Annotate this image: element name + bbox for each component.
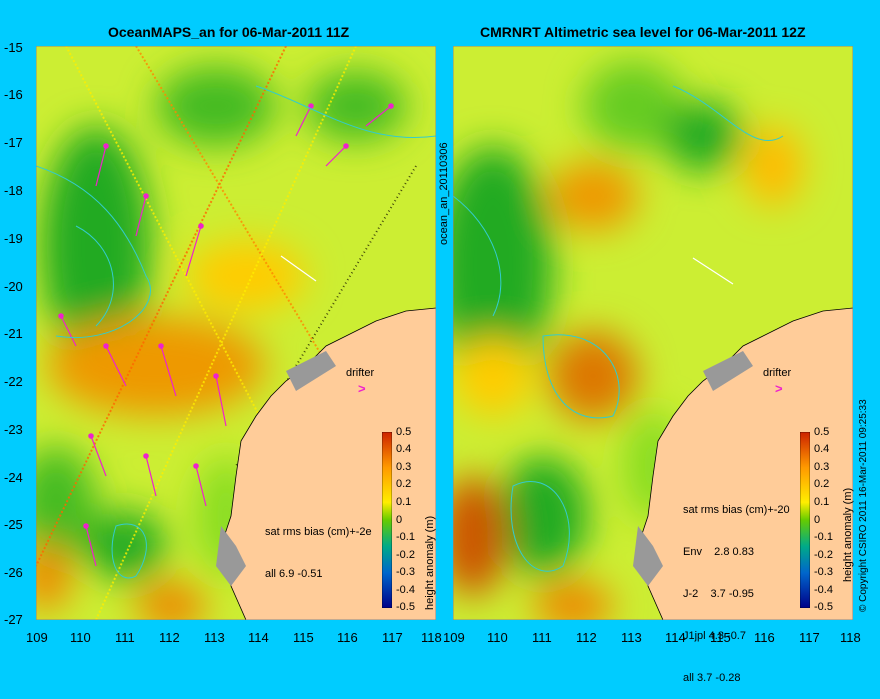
stats-line: sat rms bias (cm)+-20	[683, 504, 790, 516]
cbar-tick: -0.5	[396, 601, 415, 613]
lon-tick: 112	[159, 630, 180, 645]
lon-tick: 116	[337, 630, 358, 645]
lon-tick: 118	[840, 630, 861, 645]
stats-line: all 3.7 -0.28	[683, 672, 741, 684]
lat-tick: -26	[4, 565, 23, 580]
lat-tick: -21	[4, 326, 23, 341]
cbar-tick: 0.4	[396, 443, 412, 455]
lat-tick: -18	[4, 183, 23, 198]
lat-tick: -24	[4, 470, 23, 485]
lon-tick: 109	[26, 630, 48, 645]
cbar-tick: -0.3	[814, 566, 833, 578]
stats-line: J1jpl 4.3 -0.7	[683, 630, 746, 642]
cbar-tick: 0.2	[814, 478, 830, 490]
cbar-tick: 0.1	[814, 496, 830, 508]
cbar-tick: -0.1	[814, 531, 833, 543]
lon-tick: 110	[70, 630, 91, 645]
left-colorbar	[382, 432, 392, 608]
lat-tick: -17	[4, 135, 23, 150]
lon-tick: 113	[621, 630, 642, 645]
cbar-tick: 0.3	[396, 461, 412, 473]
lon-tick: 113	[204, 630, 225, 645]
cbar-tick: 0	[814, 514, 821, 526]
right-drifter-label: drifter	[763, 367, 791, 379]
cbar-tick: 0.2	[396, 478, 412, 490]
lon-tick: 112	[576, 630, 597, 645]
lon-tick: 117	[382, 630, 403, 645]
lat-tick: -16	[4, 87, 23, 102]
cbar-tick: -0.2	[814, 549, 833, 561]
cbar-tick: 0.3	[814, 461, 830, 473]
lon-tick: 111	[115, 630, 135, 645]
stats-line: all 6.9 -0.51	[265, 568, 323, 580]
lon-tick: 114	[665, 630, 686, 645]
left-drifter-icon: >	[358, 381, 366, 396]
stats-line: sat rms bias (cm)+-2e	[265, 526, 372, 538]
right-stats: sat rms bias (cm)+-20 Env 2.8 0.83 J-2 3…	[683, 475, 790, 699]
cbar-tick: -0.4	[396, 584, 415, 596]
cbar-tick: 0.5	[396, 426, 412, 438]
cbar-tick: -0.3	[396, 566, 415, 578]
right-panel-title: CMRNRT Altimetric sea level for 06-Mar-2…	[480, 24, 806, 40]
cbar-tick: -0.4	[814, 584, 833, 596]
right-colorbar-label: height anomaly (m)	[842, 487, 854, 582]
lat-tick: -25	[4, 517, 23, 532]
lat-tick: -15	[4, 40, 23, 55]
lat-tick: -19	[4, 231, 23, 246]
lon-tick: 109	[443, 630, 465, 645]
stats-line: J-2 3.7 -0.95	[683, 588, 754, 600]
lon-tick: 117	[799, 630, 820, 645]
lon-tick: 115	[293, 630, 314, 645]
cbar-tick: 0.1	[396, 496, 412, 508]
lon-tick: 111	[532, 630, 552, 645]
lon-tick: 114	[248, 630, 269, 645]
run-label: ocean_an_20110306	[438, 142, 450, 245]
cbar-tick: 0.5	[814, 426, 830, 438]
right-land	[637, 307, 853, 620]
cbar-tick: 0.4	[814, 443, 830, 455]
cbar-tick: 0	[396, 514, 403, 526]
left-panel-title: OceanMAPS_an for 06-Mar-2011 11Z	[108, 24, 350, 40]
lat-tick: -27	[4, 612, 23, 627]
right-map: drifter >	[453, 46, 853, 620]
lon-tick: 110	[487, 630, 508, 645]
cbar-tick: -0.1	[396, 531, 415, 543]
stats-line: Env 2.8 0.83	[683, 546, 754, 558]
lon-tick: 115	[710, 630, 731, 645]
right-colorbar	[800, 432, 810, 608]
lon-tick: 116	[754, 630, 775, 645]
lat-tick: -20	[4, 279, 23, 294]
cbar-tick: -0.5	[814, 601, 833, 613]
right-drifter-icon: >	[775, 381, 783, 396]
copyright: © Copyright CSIRO 2011 16-Mar-2011 09:25…	[858, 399, 869, 612]
lat-tick: -23	[4, 422, 23, 437]
lon-tick: 118	[421, 630, 442, 645]
cbar-tick: -0.2	[396, 549, 415, 561]
left-drifter-label: drifter	[346, 367, 374, 379]
left-map: drifter >	[36, 46, 436, 620]
lat-tick: -22	[4, 374, 23, 389]
left-colorbar-label: height anomaly (m)	[424, 515, 436, 610]
left-stats: sat rms bias (cm)+-2e all 6.9 -0.51	[265, 497, 372, 595]
